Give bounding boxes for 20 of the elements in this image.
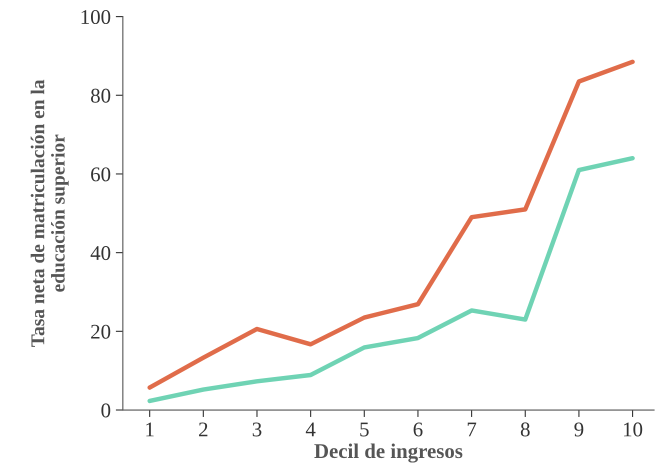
x-tick-label: 2: [199, 422, 208, 436]
x-tick-label: 1: [146, 422, 154, 436]
y-tick-label: 0: [101, 403, 110, 418]
y-tick-label: 60: [91, 167, 110, 182]
y-axis-title: Tasa neta de matriculación en la educación superior: [30, 80, 69, 347]
x-axis-title: Decil de ingresos: [314, 443, 462, 463]
x-tick-label: 8: [520, 422, 530, 436]
y-tick-label: 100: [82, 10, 110, 24]
x-tick-label: 10: [624, 422, 642, 436]
x-tick-label: 9: [574, 422, 584, 436]
x-tick-label: 5: [360, 422, 369, 436]
x-tick-label: 4: [306, 422, 316, 436]
y-tick-label: 40: [90, 246, 110, 260]
line-series: [147, 156, 635, 404]
line-series: [147, 60, 635, 390]
x-tick-label: 3: [252, 422, 262, 436]
x-tick-label: 7: [468, 422, 476, 436]
y-tick-label: 80: [90, 88, 110, 103]
x-tick-label: 6: [414, 422, 423, 436]
y-tick-label: 20: [91, 324, 110, 339]
